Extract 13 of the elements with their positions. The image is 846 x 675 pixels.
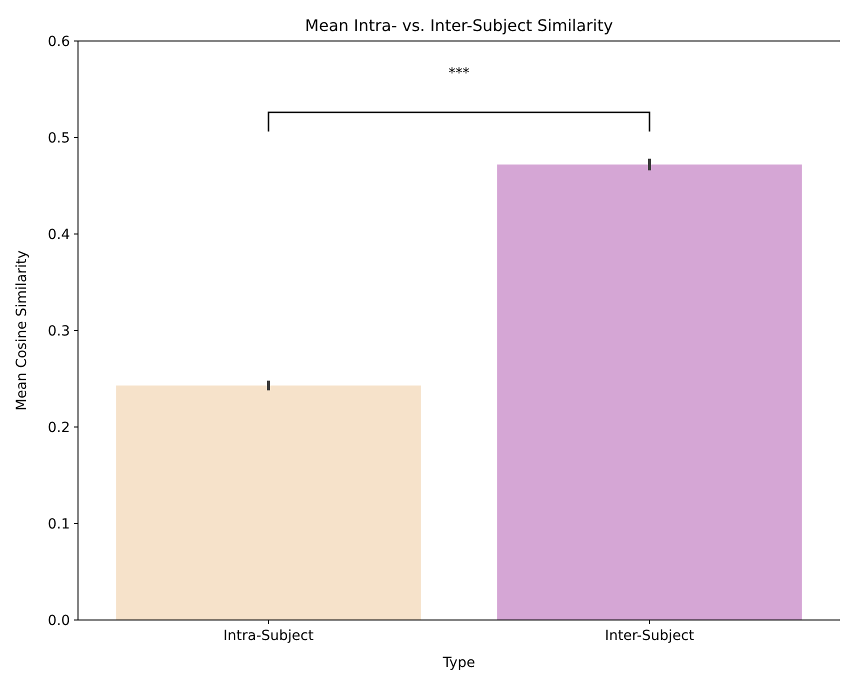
y-tick-label: 0.2 (48, 420, 70, 436)
y-tick-label: 0.3 (48, 323, 70, 340)
y-tick-label: 0.4 (48, 226, 70, 243)
y-tick-label: 0.6 (48, 34, 70, 50)
chart-title: Mean Intra- vs. Inter-Subject Similarity (305, 16, 613, 35)
y-tick-label: 0.1 (48, 516, 70, 532)
y-tick-label: 0.5 (48, 130, 70, 146)
annotation: *** (448, 65, 470, 82)
x-tick-label: Inter-Subject (604, 628, 695, 644)
x-tick-label: Intra-Subject (223, 628, 314, 644)
x-axis-title: Type (442, 655, 476, 671)
y-axis-title: Mean Cosine Similarity (14, 250, 30, 411)
y-tick-label: 0.0 (48, 612, 70, 629)
